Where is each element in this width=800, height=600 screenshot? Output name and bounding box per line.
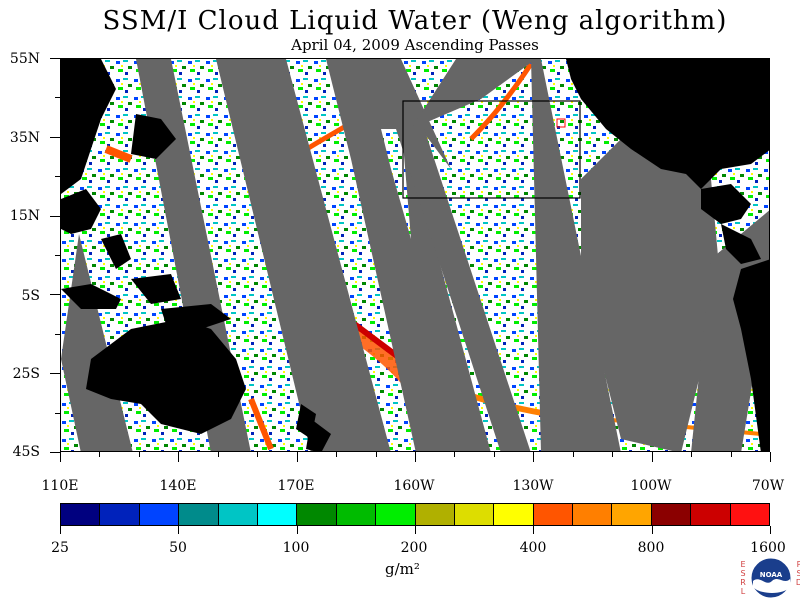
axis-tick xyxy=(770,452,771,462)
colorbar-unit: g/m² xyxy=(385,560,420,578)
colorbar-segment xyxy=(573,504,613,525)
colorbar-segment xyxy=(454,504,495,525)
axis-tick xyxy=(55,255,60,256)
lon-label-170e: 170E xyxy=(277,478,315,494)
colorbar-segment xyxy=(376,504,416,525)
axis-tick xyxy=(178,526,179,534)
svg-text:NOAA: NOAA xyxy=(760,571,783,579)
axis-tick xyxy=(50,373,60,374)
axis-tick xyxy=(99,452,100,457)
colorbar-label-200: 200 xyxy=(400,540,428,556)
colorbar-segment xyxy=(61,504,101,525)
lon-label-110e: 110E xyxy=(41,478,79,494)
colorbar-label-800: 800 xyxy=(637,540,665,556)
colorbar-label-25: 25 xyxy=(51,540,69,556)
lat-label-15n: 15N xyxy=(9,208,40,224)
axis-tick xyxy=(139,452,140,457)
axis-tick xyxy=(218,452,219,457)
lat-label-25s: 25S xyxy=(12,366,40,382)
axis-tick xyxy=(652,452,653,462)
axis-tick xyxy=(731,452,732,457)
lon-label-70w: 70W xyxy=(751,478,785,494)
axis-tick xyxy=(297,452,298,462)
lat-label-45s: 45S xyxy=(12,444,40,460)
colorbar-segment xyxy=(533,504,574,525)
lon-label-100w: 100W xyxy=(630,478,672,494)
map-subtitle: April 04, 2009 Ascending Passes xyxy=(291,36,539,54)
axis-tick xyxy=(691,452,692,457)
colorbar-segment xyxy=(730,504,770,525)
map-panel xyxy=(60,58,770,452)
axis-tick xyxy=(60,452,61,462)
map-title: SSM/I Cloud Liquid Water (Weng algorithm… xyxy=(102,6,728,36)
colorbar-label-400: 400 xyxy=(519,540,547,556)
axis-tick xyxy=(55,334,60,335)
swath-gaps xyxy=(61,59,769,451)
lat-label-55n: 55N xyxy=(9,51,40,67)
axis-tick xyxy=(573,452,574,457)
axis-tick xyxy=(376,452,377,457)
axis-tick xyxy=(50,58,60,59)
colorbar-segment xyxy=(100,504,140,525)
colorbar-label-1600: 1600 xyxy=(750,540,786,556)
axis-tick xyxy=(612,452,613,457)
axis-tick xyxy=(55,413,60,414)
axis-tick xyxy=(415,526,416,534)
axis-tick xyxy=(336,452,337,457)
colorbar-segment xyxy=(179,504,219,525)
axis-tick xyxy=(494,452,495,457)
colorbar-segment xyxy=(336,504,377,525)
cloud-liquid-water-map xyxy=(61,59,769,451)
axis-tick xyxy=(770,526,771,534)
axis-tick xyxy=(55,176,60,177)
axis-tick xyxy=(533,452,534,462)
colorbar-segment xyxy=(415,504,455,525)
lat-label-35n: 35N xyxy=(9,130,40,146)
axis-tick xyxy=(257,452,258,457)
axis-tick xyxy=(454,452,455,457)
colorbar-segment xyxy=(612,504,652,525)
colorbar-segment xyxy=(691,504,731,525)
colorbar-segment xyxy=(257,504,298,525)
colorbar-segment xyxy=(139,504,180,525)
axis-tick xyxy=(178,452,179,462)
colorbar xyxy=(60,503,770,526)
axis-tick xyxy=(297,526,298,534)
colorbar-label-50: 50 xyxy=(169,540,187,556)
axis-tick xyxy=(50,452,60,453)
region-highlight-box xyxy=(402,100,581,199)
noaa-logo-icon: NOAA xyxy=(750,557,792,599)
lon-label-160w: 160W xyxy=(393,478,435,494)
axis-tick xyxy=(415,452,416,462)
lon-label-140e: 140E xyxy=(159,478,197,494)
axis-tick xyxy=(50,294,60,295)
axis-tick xyxy=(50,137,60,138)
colorbar-label-100: 100 xyxy=(282,540,310,556)
lat-label-5s: 5S xyxy=(21,288,41,304)
colorbar-segment xyxy=(494,504,534,525)
location-marker xyxy=(556,118,566,128)
axis-tick xyxy=(55,97,60,98)
colorbar-segment xyxy=(651,504,692,525)
axis-tick xyxy=(50,216,60,217)
axis-tick xyxy=(60,526,61,534)
colorbar-segment xyxy=(297,504,337,525)
colorbar-segment xyxy=(218,504,258,525)
land-masses xyxy=(61,59,769,451)
axis-tick xyxy=(652,526,653,534)
lon-label-130w: 130W xyxy=(512,478,554,494)
axis-tick xyxy=(533,526,534,534)
